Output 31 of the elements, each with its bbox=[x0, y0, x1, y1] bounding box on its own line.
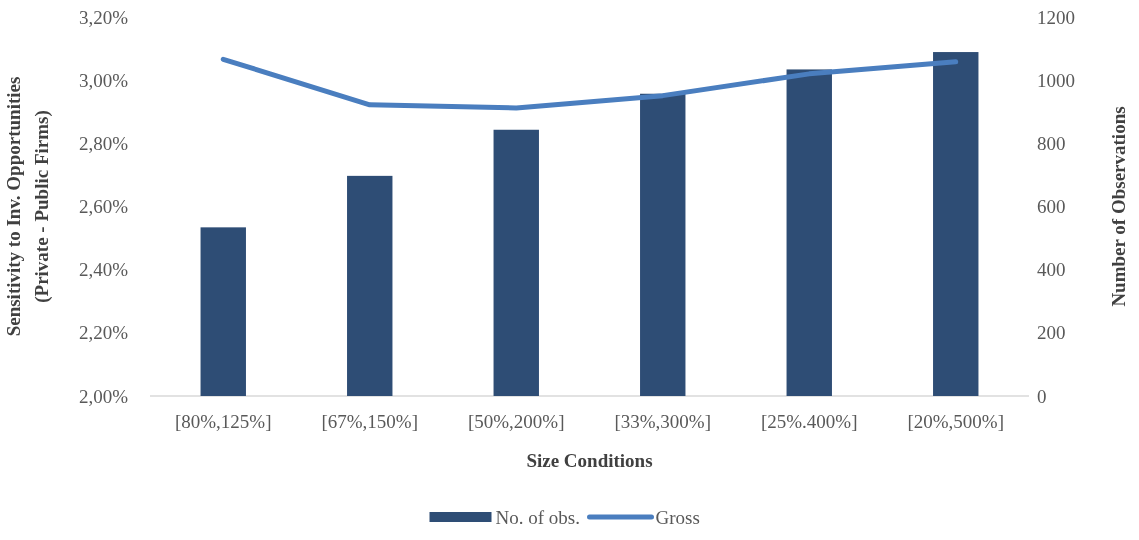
y-tick-label: 2,80% bbox=[78, 132, 129, 154]
bar bbox=[933, 52, 979, 396]
y2-tick-label: 1200 bbox=[1037, 6, 1075, 28]
legend-label: Gross bbox=[655, 507, 700, 528]
y-tick-label: 3,00% bbox=[78, 69, 129, 91]
y2-tick-label: 600 bbox=[1037, 196, 1066, 218]
bar bbox=[493, 129, 539, 396]
y-tick-label: 2,40% bbox=[78, 259, 129, 281]
y-tick-label: 2,20% bbox=[78, 322, 129, 344]
x-tick-label: [67%,150%] bbox=[321, 411, 419, 432]
y-tick-label: 2,00% bbox=[78, 385, 129, 407]
legend-label: No. of obs. bbox=[495, 507, 580, 528]
y-tick-label: 3,20% bbox=[78, 6, 129, 28]
bar bbox=[786, 69, 832, 396]
x-tick-label: [20%,500%] bbox=[907, 411, 1005, 432]
y-tick-label: 2,60% bbox=[78, 196, 129, 218]
y-axis-title: Sensitivity to Inv. Opportunities (Private - Public Firms) bbox=[3, 76, 53, 337]
y2-tick-label: 0 bbox=[1037, 385, 1047, 407]
y2-tick-label: 1000 bbox=[1037, 69, 1075, 91]
y2-tick-label: 400 bbox=[1037, 259, 1066, 281]
x-axis-title: Size Conditions bbox=[526, 450, 653, 471]
bar bbox=[200, 227, 246, 396]
x-tick-label: [25%.400%] bbox=[760, 411, 858, 432]
y2-axis-title: Number of Observations bbox=[1108, 106, 1129, 307]
bar bbox=[640, 93, 686, 396]
y2-tick-label: 200 bbox=[1037, 322, 1066, 344]
bar bbox=[347, 175, 393, 396]
y2-tick-label: 800 bbox=[1037, 132, 1066, 154]
x-tick-label: [33%,300%] bbox=[614, 411, 712, 432]
x-tick-label: [80%,125%] bbox=[174, 411, 272, 432]
x-tick-label: [50%,200%] bbox=[467, 411, 565, 432]
